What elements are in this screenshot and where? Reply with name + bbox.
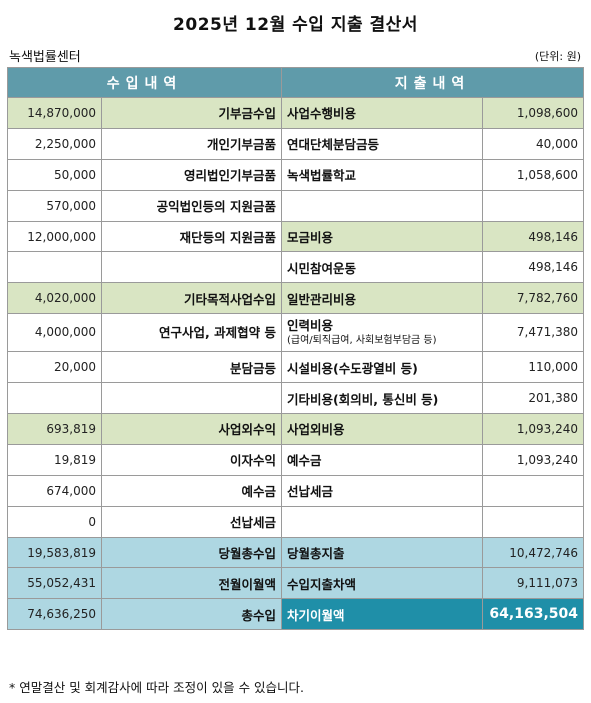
income-label: 선납세금 bbox=[101, 505, 282, 538]
expense-amount: 9,111,073 bbox=[482, 567, 584, 600]
income-amount bbox=[7, 382, 102, 415]
expense-label bbox=[281, 189, 483, 222]
income-amount: 74,636,250 bbox=[7, 598, 102, 631]
table-row: 4,020,000 기타목적사업수입 일반관리비용 7,782,760 bbox=[7, 282, 584, 315]
expense-label: 인력비용 (급여/퇴직급여, 사회보험부담금 등) bbox=[281, 313, 483, 353]
income-label: 기부금수입 bbox=[101, 97, 282, 129]
expense-header: 지출내역 bbox=[281, 67, 584, 98]
income-amount: 20,000 bbox=[7, 351, 102, 384]
income-label: 전월이월액 bbox=[101, 567, 282, 600]
table-row: 4,000,000 연구사업, 과제협약 등 인력비용 (급여/퇴직급여, 사회보험부… bbox=[7, 313, 584, 353]
table-row: 693,819 사업외수익 사업외비용 1,093,240 bbox=[7, 413, 584, 445]
income-label: 영리법인기부금품 bbox=[101, 158, 282, 191]
table-row: 2,250,000 개인기부금품 연대단체분담금등 40,000 bbox=[7, 127, 584, 160]
table-row: 20,000 분담금등 시설비용(수도광열비 등) 110,000 bbox=[7, 351, 584, 384]
table-row: 19,583,819 당월총수입 당월총지출 10,472,746 bbox=[7, 536, 584, 569]
footnote: * 연말결산 및 회계감사에 따라 조정이 있을 수 있습니다. bbox=[9, 680, 305, 695]
expense-amount: 7,782,760 bbox=[482, 282, 584, 315]
expense-label: 시설비용(수도광열비 등) bbox=[281, 351, 483, 384]
expense-label: 사업외비용 bbox=[281, 413, 483, 445]
income-amount: 674,000 bbox=[7, 474, 102, 507]
table-row: 시민참여운동 498,146 bbox=[7, 251, 584, 284]
expense-amount: 40,000 bbox=[482, 127, 584, 160]
income-amount: 0 bbox=[7, 505, 102, 538]
expense-amount: 1,093,240 bbox=[482, 413, 584, 445]
expense-label-main: 인력비용 bbox=[287, 318, 334, 334]
expense-label: 일반관리비용 bbox=[281, 282, 483, 315]
income-label bbox=[101, 382, 282, 415]
expense-label: 선납세금 bbox=[281, 474, 483, 507]
expense-label: 예수금 bbox=[281, 443, 483, 476]
expense-amount: 1,058,600 bbox=[482, 158, 584, 191]
income-amount: 4,000,000 bbox=[7, 313, 102, 353]
income-label: 이자수익 bbox=[101, 443, 282, 476]
income-amount: 19,583,819 bbox=[7, 536, 102, 569]
income-label: 사업외수익 bbox=[101, 413, 282, 445]
expense-label-sub: (급여/퇴직급여, 사회보험부담금 등) bbox=[287, 334, 437, 346]
table-row: 570,000 공익법인등의 지원금품 bbox=[7, 189, 584, 222]
page-title: 2025년 12월 수입 지출 결산서 bbox=[173, 15, 418, 35]
income-label: 총수입 bbox=[101, 598, 282, 631]
income-header: 수입내역 bbox=[7, 67, 282, 98]
expense-label: 당월총지출 bbox=[281, 536, 483, 569]
income-label: 기타목적사업수입 bbox=[101, 282, 282, 315]
income-amount: 693,819 bbox=[7, 413, 102, 445]
expense-amount: 1,098,600 bbox=[482, 97, 584, 129]
income-amount: 55,052,431 bbox=[7, 567, 102, 600]
expense-amount: 498,146 bbox=[482, 220, 584, 253]
income-amount bbox=[7, 251, 102, 284]
expense-amount: 201,380 bbox=[482, 382, 584, 415]
expense-amount: 110,000 bbox=[482, 351, 584, 384]
income-label: 개인기부금품 bbox=[101, 127, 282, 160]
settlement-table: 수입내역 지출내역 14,870,000 기부금수입 사업수행비용 1,098,600… bbox=[7, 67, 584, 631]
expense-amount: 498,146 bbox=[482, 251, 584, 284]
expense-label: 시민참여운동 bbox=[281, 251, 483, 284]
organization-name: 녹색법률센터 bbox=[9, 50, 81, 65]
expense-amount: 64,163,504 bbox=[482, 598, 584, 631]
income-amount: 4,020,000 bbox=[7, 282, 102, 315]
table-row: 12,000,000 재단등의 지원금품 모금비용 498,146 bbox=[7, 220, 584, 253]
expense-amount: 7,471,380 bbox=[482, 313, 584, 353]
expense-amount bbox=[482, 189, 584, 222]
income-amount: 2,250,000 bbox=[7, 127, 102, 160]
table-row: 14,870,000 기부금수입 사업수행비용 1,098,600 bbox=[7, 97, 584, 129]
expense-amount bbox=[482, 505, 584, 538]
income-label: 재단등의 지원금품 bbox=[101, 220, 282, 253]
unit-label: (단위: 원) bbox=[534, 50, 581, 63]
expense-label bbox=[281, 505, 483, 538]
income-label: 예수금 bbox=[101, 474, 282, 507]
table-row: 74,636,250 총수입 차기이월액 64,163,504 bbox=[7, 598, 584, 631]
table-row: 기타비용(회의비, 통신비 등) 201,380 bbox=[7, 382, 584, 415]
expense-amount bbox=[482, 474, 584, 507]
income-amount: 12,000,000 bbox=[7, 220, 102, 253]
income-label: 연구사업, 과제협약 등 bbox=[101, 313, 282, 353]
expense-label: 녹색법률학교 bbox=[281, 158, 483, 191]
expense-amount: 1,093,240 bbox=[482, 443, 584, 476]
income-label: 공익법인등의 지원금품 bbox=[101, 189, 282, 222]
expense-label: 수입지출차액 bbox=[281, 567, 483, 600]
table-row: 50,000 영리법인기부금품 녹색법률학교 1,058,600 bbox=[7, 158, 584, 191]
income-label bbox=[101, 251, 282, 284]
income-amount: 19,819 bbox=[7, 443, 102, 476]
income-amount: 14,870,000 bbox=[7, 97, 102, 129]
table-body: 14,870,000 기부금수입 사업수행비용 1,098,600 2,250,000 개… bbox=[7, 97, 584, 631]
table-row: 55,052,431 전월이월액 수입지출차액 9,111,073 bbox=[7, 567, 584, 600]
expense-label: 차기이월액 bbox=[281, 598, 483, 631]
income-label: 당월총수입 bbox=[101, 536, 282, 569]
table-row: 674,000 예수금 선납세금 bbox=[7, 474, 584, 507]
expense-label: 연대단체분담금등 bbox=[281, 127, 483, 160]
expense-amount: 10,472,746 bbox=[482, 536, 584, 569]
table-row: 0 선납세금 bbox=[7, 505, 584, 538]
expense-label: 사업수행비용 bbox=[281, 97, 483, 129]
expense-label: 기타비용(회의비, 통신비 등) bbox=[281, 382, 483, 415]
income-amount: 50,000 bbox=[7, 158, 102, 191]
expense-label: 모금비용 bbox=[281, 220, 483, 253]
income-label: 분담금등 bbox=[101, 351, 282, 384]
income-amount: 570,000 bbox=[7, 189, 102, 222]
table-row: 19,819 이자수익 예수금 1,093,240 bbox=[7, 443, 584, 476]
